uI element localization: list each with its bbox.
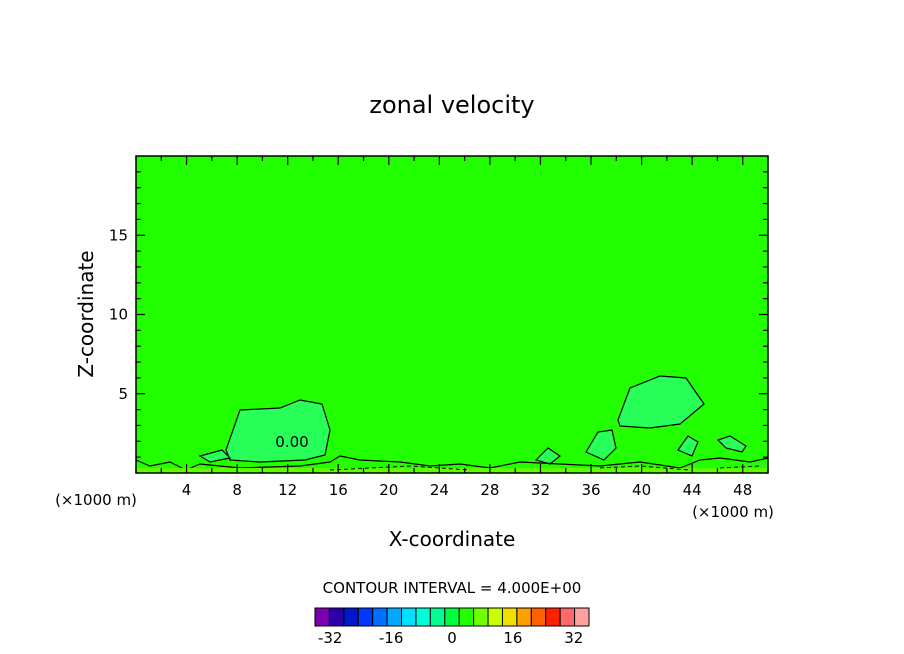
colorbar-cell (415, 607, 431, 627)
colorbar (314, 607, 590, 627)
colorbar-ticks: -32 -16 0 16 32 (318, 629, 583, 647)
contour-region-small-d (198, 449, 232, 463)
colorbar-tick-label: -32 (318, 629, 343, 647)
colorbar-tick-label: 16 (503, 629, 522, 647)
colorbar-cell (516, 607, 532, 627)
y-tick-label: 15 (109, 226, 128, 244)
contour-region-small-b (716, 435, 747, 453)
x-unit-label: (×1000 m) (692, 503, 774, 521)
contour-region-left (225, 399, 331, 463)
contour-interval-text: CONTOUR INTERVAL = 4.000E+00 (323, 579, 582, 597)
contour-surface-dashed (329, 465, 761, 471)
x-tick-label: 4 (182, 481, 192, 499)
colorbar-cell (386, 607, 403, 627)
x-axis-ticks: 4 8 12 16 20 24 28 32 36 40 44 48 (135, 156, 769, 499)
x-tick-label: 12 (278, 481, 297, 499)
colorbar-tick-label: 32 (564, 629, 583, 647)
x-tick-label: 28 (480, 481, 499, 499)
contour-region-mid (585, 429, 617, 461)
colorbar-cell (372, 607, 388, 627)
colorbar-cell (530, 607, 547, 627)
colorbar-cell (501, 607, 518, 627)
colorbar-cell (444, 607, 460, 627)
x-tick-label: 20 (379, 481, 398, 499)
colorbar-cell (357, 607, 374, 627)
x-tick-label: 48 (733, 481, 752, 499)
colorbar-tick-label: 0 (447, 629, 457, 647)
x-axis-label: X-coordinate (389, 527, 516, 551)
contour-region-right (617, 375, 705, 429)
contour-surface-line (135, 455, 769, 471)
x-tick-label: 24 (430, 481, 449, 499)
y-axis-label: Z-coordinate (74, 250, 98, 377)
y-axis-ticks: 5 10 15 (109, 171, 768, 458)
colorbar-cell (559, 607, 576, 627)
x-tick-label: 8 (232, 481, 242, 499)
colorbar-cell (343, 607, 359, 627)
x-tick-label: 16 (329, 481, 348, 499)
colorbar-cell (401, 607, 417, 627)
z-unit-label: (×1000 m) (55, 491, 137, 509)
colorbar-cell (458, 607, 475, 627)
colorbar-cell (429, 607, 446, 627)
colorbar-cell (473, 607, 489, 627)
x-tick-label: 40 (632, 481, 651, 499)
colorbar-cell (574, 607, 590, 627)
contour-surface-strip (136, 468, 768, 473)
y-tick-label: 10 (109, 306, 128, 324)
x-tick-label: 44 (683, 481, 702, 499)
y-tick-label: 5 (118, 385, 128, 403)
x-tick-label: 36 (581, 481, 600, 499)
colorbar-tick-label: -16 (379, 629, 404, 647)
x-tick-label: 32 (531, 481, 550, 499)
colorbar-cell (545, 607, 561, 627)
chart-title: zonal velocity (369, 91, 534, 119)
colorbar-cell (328, 607, 345, 627)
colorbar-cell (487, 607, 503, 627)
colorbar-cell (314, 607, 330, 627)
contour-region-small-a (677, 435, 699, 457)
contour-annotation: 0.00 (275, 433, 308, 451)
contour-regions (135, 375, 769, 473)
